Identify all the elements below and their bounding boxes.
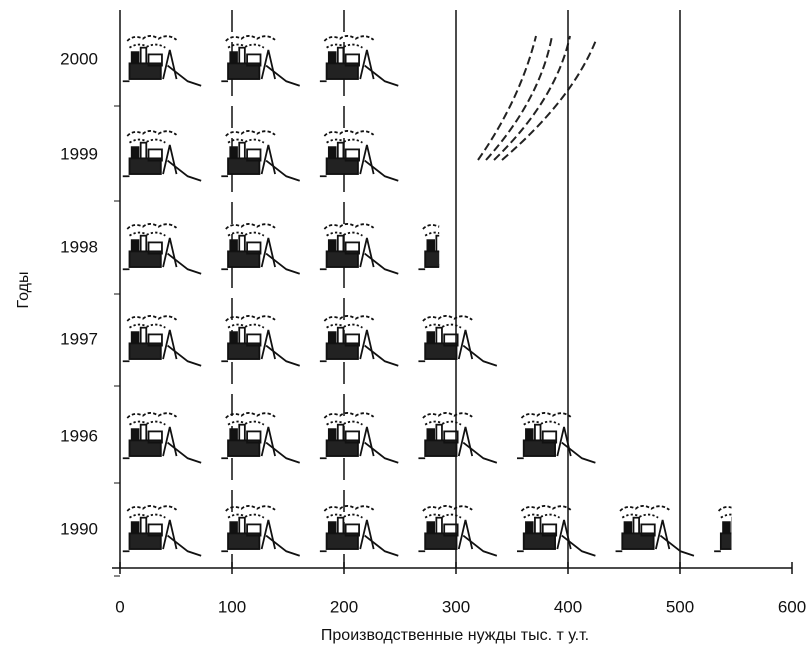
y-axis-title: Годы (15, 272, 32, 309)
pictogram-bar (121, 505, 732, 557)
x-tick-label: 100 (218, 597, 246, 616)
x-tick-label: 600 (778, 597, 806, 616)
y-tick-label: 2000 (60, 49, 98, 68)
x-tick-label: 0 (115, 597, 124, 616)
y-tick-label: 1999 (60, 144, 98, 163)
scan-artifact (477, 35, 597, 161)
pictogram-bar (121, 130, 400, 182)
pictogram-bar (121, 223, 440, 275)
x-tick-label: 300 (442, 597, 470, 616)
y-tick-label: 1996 (60, 426, 98, 445)
x-axis-title: Производственные нужды тыс. т у.т. (321, 627, 589, 644)
x-tick-label: 200 (330, 597, 358, 616)
y-tick-label: 1990 (60, 519, 98, 538)
x-tick-label: 400 (554, 597, 582, 616)
y-tick-label: 1998 (60, 237, 98, 256)
pictogram-bar (121, 412, 597, 464)
y-tick-label: 1997 (60, 329, 98, 348)
pictogram-bar (121, 35, 400, 87)
pictogram-bar (121, 315, 498, 367)
x-tick-label: 500 (666, 597, 694, 616)
